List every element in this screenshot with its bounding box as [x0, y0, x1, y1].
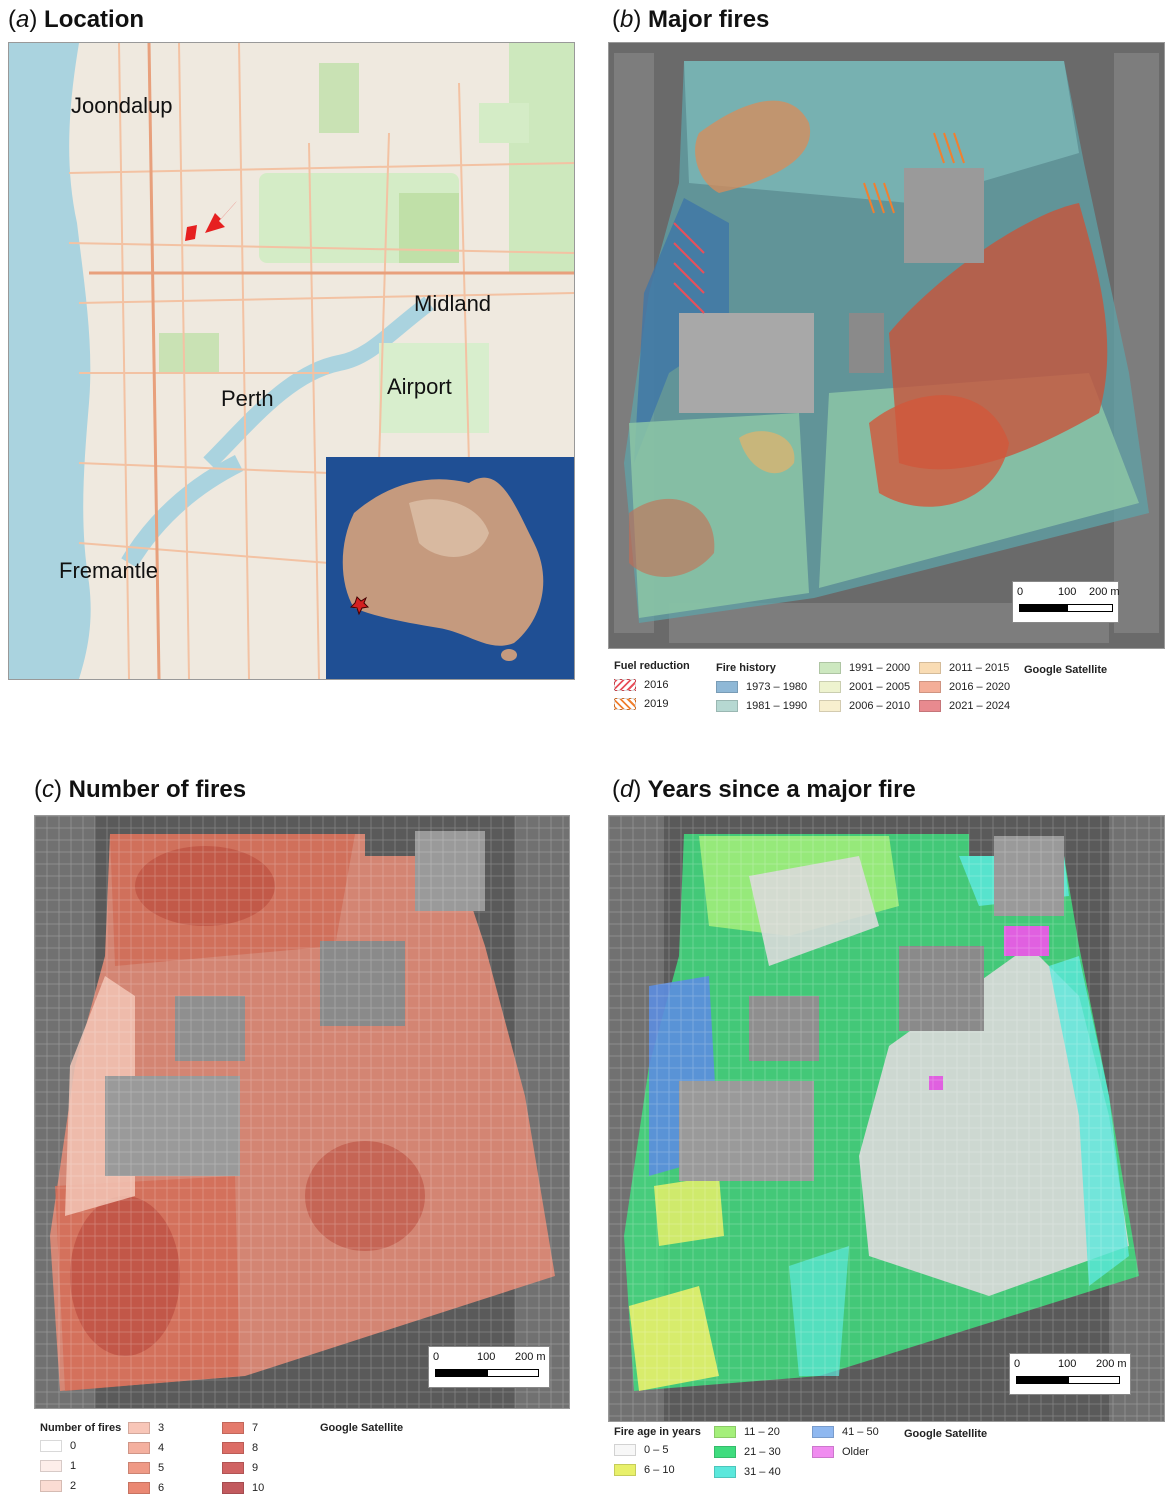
major-fires-map[interactable]: 0 100 200 m	[608, 42, 1165, 649]
scalebar-c-bar-black	[435, 1369, 487, 1377]
legend-c-3: 3	[128, 1422, 164, 1434]
scalebar-b-bar-black	[1019, 604, 1067, 612]
scalebar-c-200: 200 m	[515, 1351, 546, 1363]
scalebar-d-100: 100	[1058, 1358, 1077, 1370]
legend-c-5: 5	[128, 1462, 164, 1474]
number-of-fires-graphic	[35, 816, 569, 1408]
legend-c-10: 10	[222, 1482, 264, 1494]
legend-history-2011: 2011 – 2015	[919, 662, 1009, 674]
legend-fuel-2016: 2016	[614, 679, 668, 691]
legend-history-2016: 2016 – 2020	[919, 681, 1010, 693]
legend-fuel-2019: 2019	[614, 698, 668, 710]
scalebar-d-bar-black	[1016, 1376, 1068, 1384]
legend-history-2001: 2001 – 2005	[819, 681, 910, 693]
legend-history-1973: 1973 – 1980	[716, 681, 807, 693]
legend-b-source: Google Satellite	[1024, 664, 1108, 676]
place-label-joondalup: Joondalup	[71, 93, 173, 118]
panel-d-title: (d) Years since a major fire	[612, 776, 916, 803]
years-since-fire-map[interactable]: 0 100 200 m	[608, 815, 1165, 1422]
years-since-fire-graphic	[609, 816, 1164, 1421]
legend-c-7: 7	[222, 1422, 258, 1434]
legend-d-older: Older	[812, 1446, 869, 1458]
place-label-perth: Perth	[221, 386, 274, 411]
legend-c-0: 0	[40, 1440, 76, 1452]
scalebar-d-0: 0	[1014, 1358, 1021, 1370]
legend-d-21-30: 21 – 30	[714, 1446, 781, 1458]
legend-d-41-50: 41 – 50	[812, 1426, 879, 1438]
legend-c-8: 8	[222, 1442, 258, 1454]
legend-c-2: 2	[40, 1480, 76, 1492]
scalebar-d-200: 200 m	[1096, 1358, 1127, 1370]
legend-fuel-2016-swatch	[614, 679, 636, 691]
scalebar-b-100: 100	[1058, 586, 1077, 598]
scalebar-c-bar-white	[487, 1369, 539, 1377]
legend-c-source: Google Satellite	[320, 1422, 404, 1434]
legend-fire-age: Fire age in years 0 – 5 6 – 10 11 – 20 2…	[614, 1426, 1164, 1486]
panel-b-title-text: Major fires	[648, 6, 770, 33]
panel-a-title: (a) Location	[8, 6, 145, 33]
scalebar-c: 0 100 200 m	[428, 1346, 550, 1388]
legend-c-6: 6	[128, 1482, 164, 1494]
legend-c-1: 1	[40, 1460, 76, 1472]
scalebar-c-0: 0	[433, 1351, 440, 1363]
legend-fuel-2019-swatch	[614, 698, 636, 710]
panel-b-title: (b) Major fires	[612, 6, 770, 33]
location-map[interactable]: Joondalup Midland Perth Airport Fremantl…	[8, 42, 575, 680]
number-of-fires-map[interactable]: 0 100 200 m	[34, 815, 570, 1409]
legend-d-31-40: 31 – 40	[714, 1466, 781, 1478]
legend-d-6-10: 6 – 10	[614, 1464, 675, 1476]
legend-number-of-fires: Number of fires 0 1 2 3 4 5 6 7 8 9 10 G…	[40, 1422, 560, 1502]
legend-history-2021: 2021 – 2024	[919, 700, 1010, 712]
legend-history-1991: 1991 – 2000	[819, 662, 910, 674]
scalebar-b: 0 100 200 m	[1012, 581, 1120, 623]
scalebar-c-100: 100	[477, 1351, 496, 1363]
legend-d-source: Google Satellite	[904, 1428, 988, 1440]
legend-history-2006: 2006 – 2010	[819, 700, 910, 712]
scalebar-b-bar-white	[1067, 604, 1113, 612]
legend-c-4: 4	[128, 1442, 164, 1454]
place-label-midland: Midland	[414, 291, 492, 316]
place-label-airport: Airport	[387, 374, 452, 399]
panel-d-title-text: Years since a major fire	[647, 776, 916, 803]
panel-c-title: (c) Number of fires	[34, 776, 247, 803]
legend-history-1981: 1981 – 1990	[716, 700, 807, 712]
legend-d-title: Fire age in years	[614, 1426, 701, 1438]
scalebar-b-0: 0	[1017, 586, 1024, 598]
major-fires-graphic	[609, 43, 1164, 648]
scalebar-b-200: 200 m	[1089, 586, 1120, 598]
legend-d-11-20: 11 – 20	[714, 1426, 780, 1438]
panel-a-title-text: Location	[44, 6, 145, 33]
panel-c-title-text: Number of fires	[68, 776, 247, 803]
location-map-graphic	[9, 43, 574, 679]
place-label-fremantle: Fremantle	[59, 558, 159, 583]
legend-c-9: 9	[222, 1462, 258, 1474]
legend-history-title: Fire history	[716, 662, 776, 674]
legend-major-fires: Fuel reduction 2016 2019 Fire history 19…	[614, 660, 1164, 720]
scalebar-d: 0 100 200 m	[1009, 1353, 1131, 1395]
legend-c-title: Number of fires	[40, 1422, 122, 1434]
legend-fuel-title: Fuel reduction	[614, 660, 690, 672]
scalebar-d-bar-white	[1068, 1376, 1120, 1384]
legend-d-0-5: 0 – 5	[614, 1444, 668, 1456]
